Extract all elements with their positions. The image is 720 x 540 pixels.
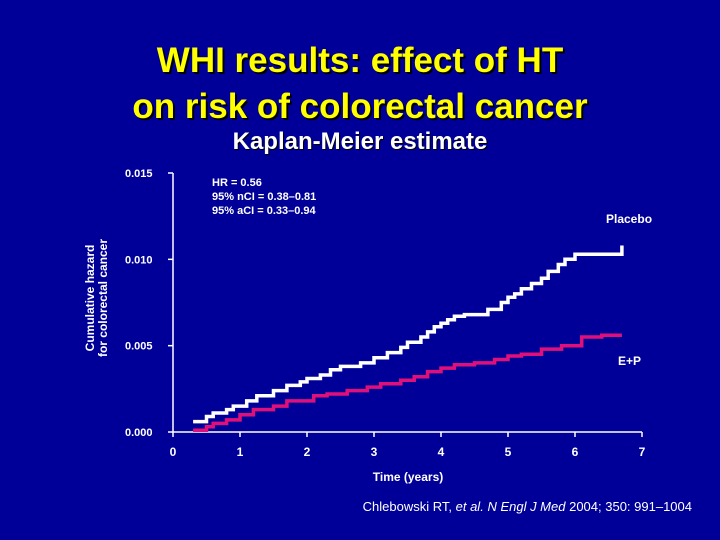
y-tick-label: 0.015 bbox=[125, 168, 153, 180]
ep-label: E+P bbox=[618, 354, 641, 368]
citation: Chlebowski RT, et al. N Engl J Med 2004;… bbox=[363, 499, 692, 514]
y-axis-title-line-1: Cumulative hazard bbox=[83, 245, 97, 352]
aci-annotation: 95% aCI = 0.33–0.94 bbox=[212, 205, 317, 217]
y-axis-title-line-2: for colorectal cancer bbox=[96, 239, 110, 357]
y-tick-label: 0.005 bbox=[125, 341, 153, 353]
x-axis-title: Time (years) bbox=[373, 470, 443, 484]
x-tick-label: 1 bbox=[237, 445, 244, 459]
citation-etal: et al. bbox=[455, 499, 484, 514]
citation-journal: N Engl J Med bbox=[487, 499, 566, 514]
title-line-1: WHI results: effect of HT bbox=[156, 41, 564, 80]
chart-axes: 0.000 0.005 0.010 0.015 0 1 2 3 4 5 6 7 bbox=[125, 168, 646, 459]
chart-labels: Time (years) Cumulative hazardfor colorec… bbox=[83, 177, 652, 484]
title-line-2: on risk of colorectal cancer bbox=[132, 87, 588, 126]
chart-subtitle: Kaplan-Meier estimate bbox=[232, 128, 488, 155]
x-tick-label: 2 bbox=[304, 445, 311, 459]
slide-title: WHI results: effect of HT on risk of col… bbox=[0, 38, 720, 130]
x-tick-label: 7 bbox=[639, 445, 646, 459]
ep-curve bbox=[193, 333, 622, 433]
y-tick-label: 0.010 bbox=[125, 254, 153, 266]
placebo-label: Placebo bbox=[606, 212, 652, 226]
x-tick-label: 4 bbox=[438, 445, 445, 459]
x-tick-label: 3 bbox=[371, 445, 378, 459]
y-axis-title: Cumulative hazardfor colorectal cancer bbox=[83, 239, 110, 357]
y-tick-label: 0.000 bbox=[125, 427, 153, 439]
citation-prefix: Chlebowski RT, bbox=[362, 499, 456, 514]
chart-marks bbox=[193, 245, 624, 433]
x-tick-label: 0 bbox=[170, 445, 177, 459]
x-tick-label: 6 bbox=[572, 445, 579, 459]
citation-suffix: 2004; 350: 991–1004 bbox=[565, 499, 692, 514]
nci-annotation: 95% nCI = 0.38–0.81 bbox=[212, 191, 316, 203]
x-tick-label: 5 bbox=[505, 445, 512, 459]
placebo-curve bbox=[193, 245, 624, 424]
hr-annotation: HR = 0.56 bbox=[212, 177, 262, 189]
